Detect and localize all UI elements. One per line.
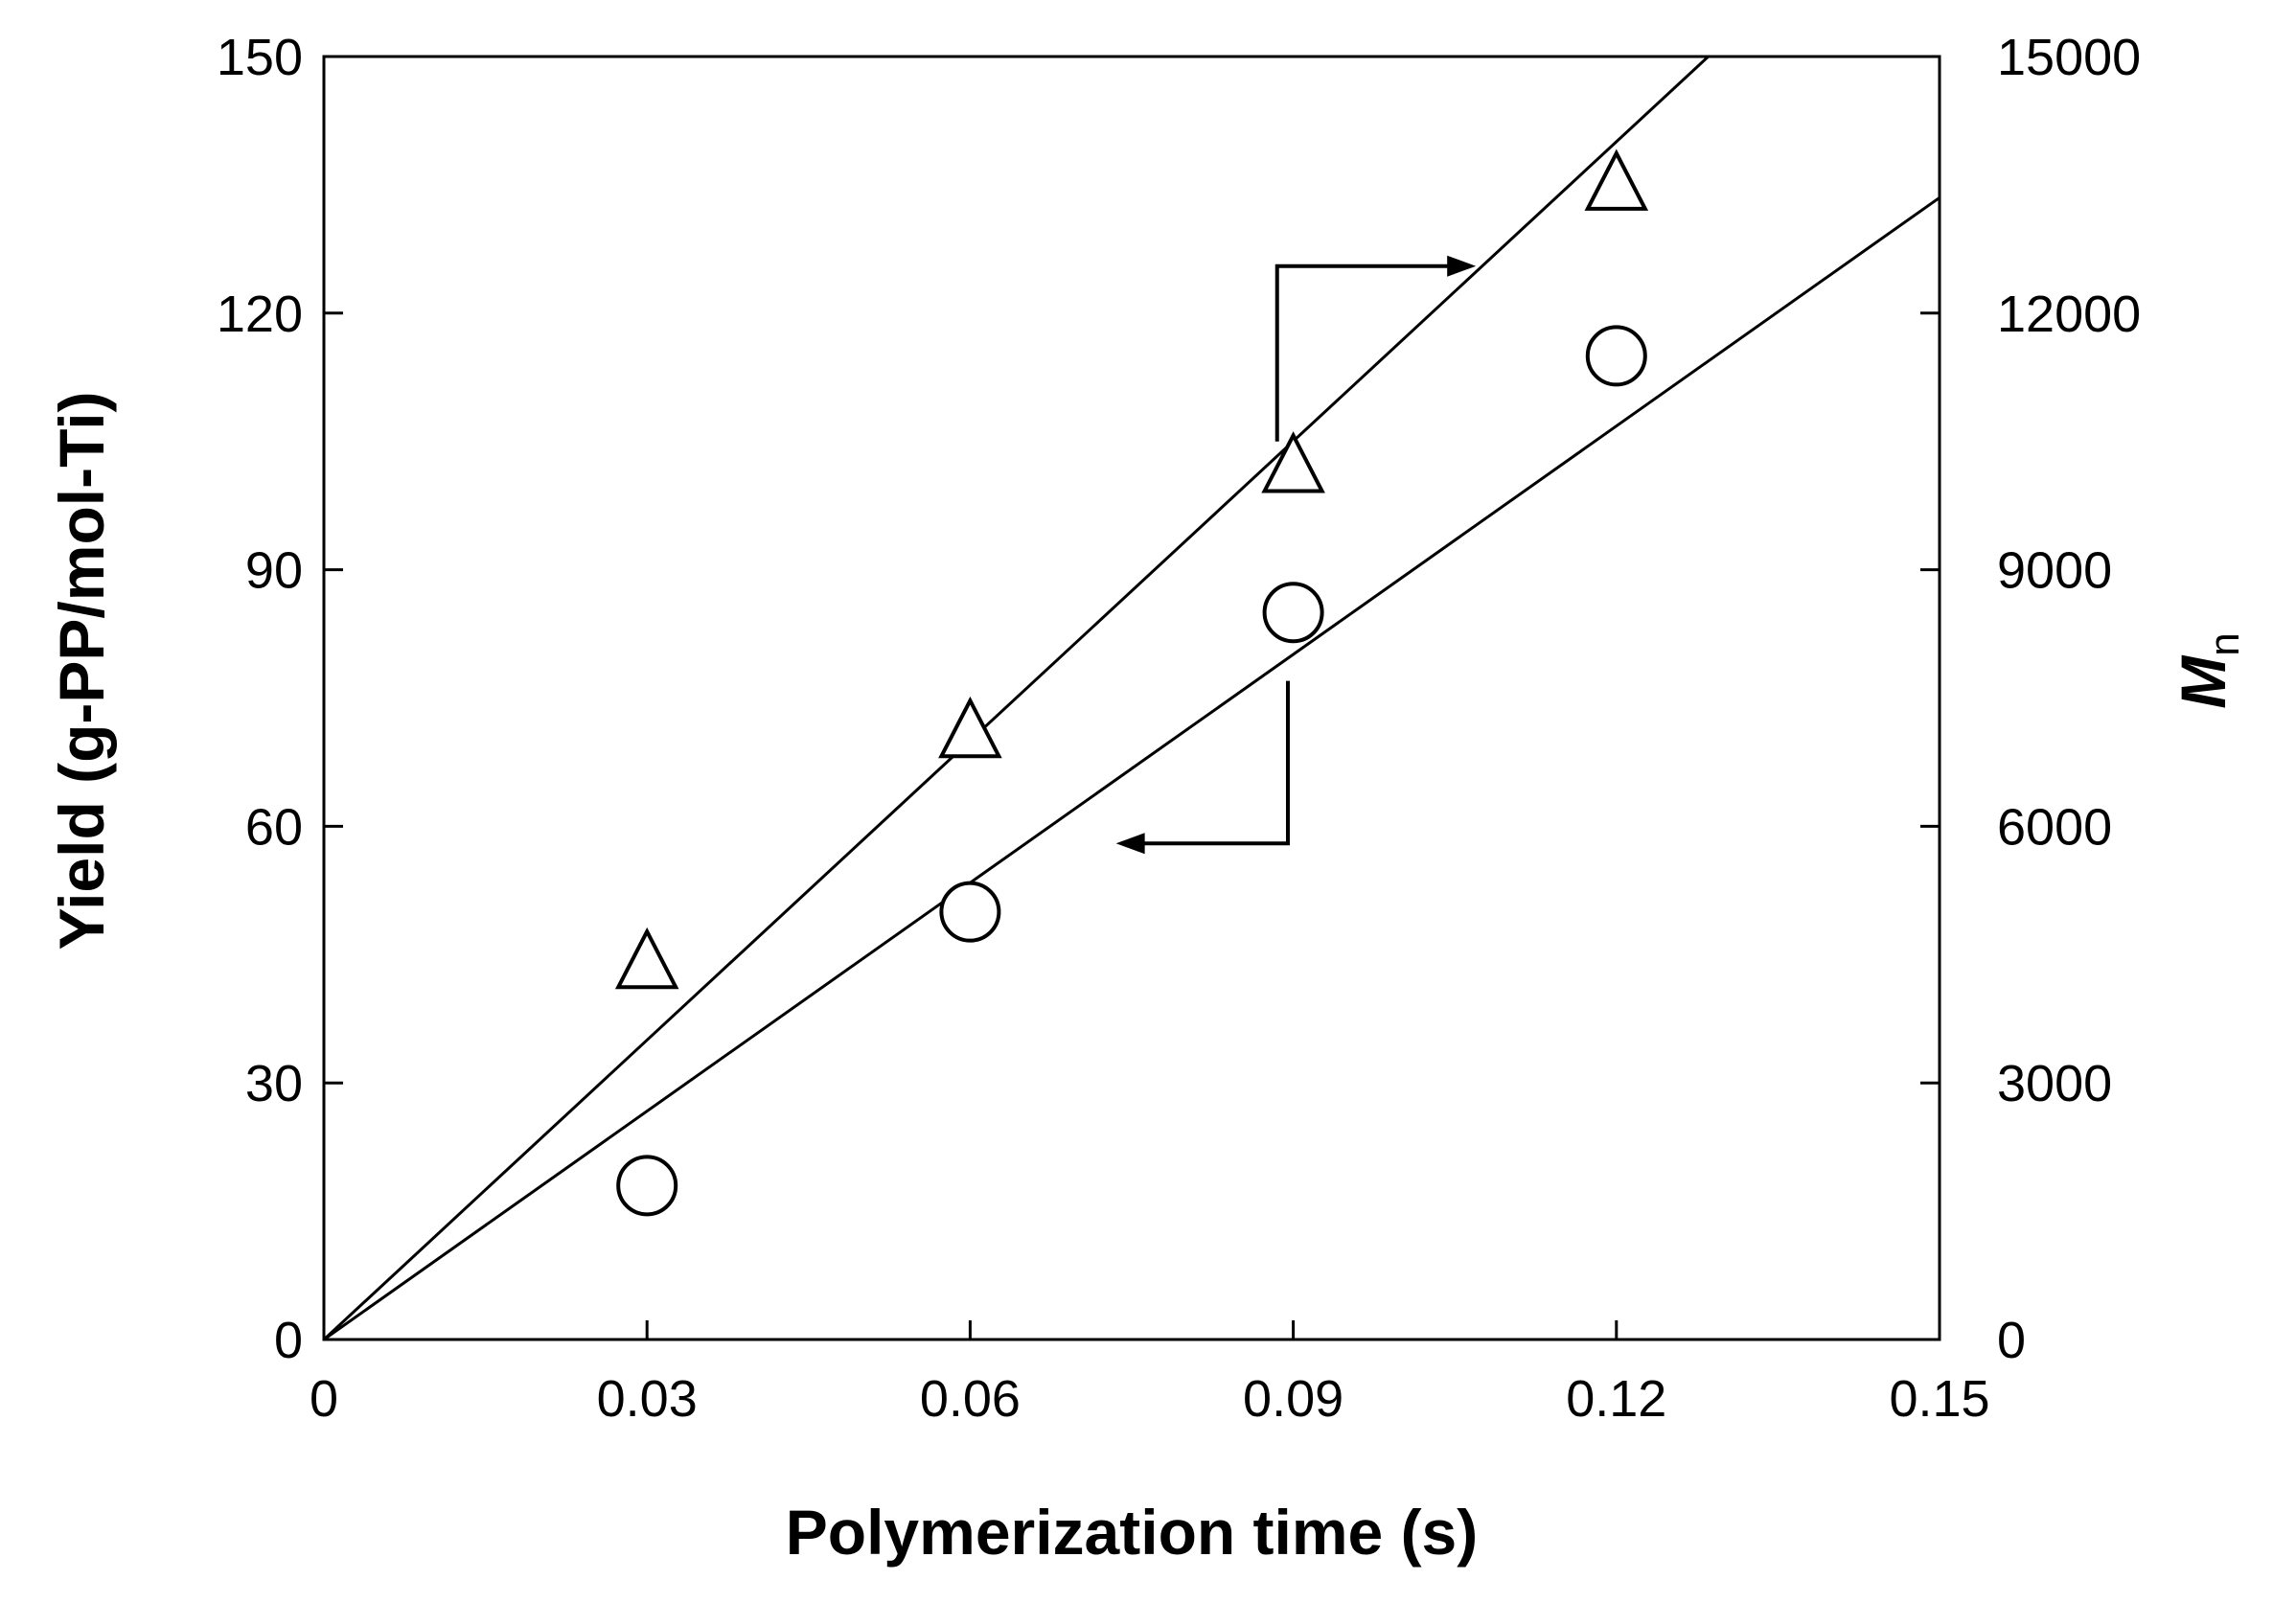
fit-line-circle [324,196,1940,1340]
x-tick-label: 0 [310,1370,338,1428]
x-tick-label: 0.03 [597,1370,698,1428]
data-point-circle [939,881,1001,943]
x-tick-label: 0.15 [1889,1370,1989,1428]
x-axis-title: Polymerization time (s) [786,1497,1479,1568]
plot-area [322,55,1941,1341]
y-tick-label: 30 [245,1055,303,1112]
data-point-triangle [938,696,1002,759]
axis-indicators [1115,255,1477,855]
y-tick-label: 120 [217,286,303,343]
data-point-circle [616,1155,678,1217]
y2-axis-title: Mn [2168,632,2248,708]
y2-tick-label: 3000 [1997,1055,2112,1112]
y2-axis-title-main: M [2168,654,2239,709]
y-tick-label: 90 [245,542,303,600]
data-point-circle [1585,325,1647,387]
y2-tick-label: 12000 [1997,286,2141,343]
left-axis-indicator-line [1137,680,1290,846]
data-point-triangle [1261,431,1325,493]
data-point-circle [1262,582,1324,644]
axis-ticks: 0 0.03 0.06 0.09 0.12 0.150306090120150030006… [217,29,2141,1428]
fit-line-triangle [324,57,1711,1340]
y-tick-label: 150 [217,29,303,86]
data-point-triangle [1584,149,1649,211]
left-axis-indicator-arrowhead [1115,833,1145,855]
y-tick-label: 0 [274,1312,303,1369]
y2-tick-label: 9000 [1997,542,2112,600]
y2-tick-label: 6000 [1997,798,2112,856]
y-axis-title: Yield (g-PP/mol-Ti) [46,391,117,950]
x-tick-label: 0.09 [1243,1370,1343,1428]
x-tick-label: 0.06 [920,1370,1021,1428]
y-tick-label: 60 [245,798,303,856]
right-axis-indicator-arrowhead [1447,255,1477,277]
y2-tick-label: 0 [1997,1312,2026,1369]
data-markers [614,149,1649,1217]
y2-tick-label: 15000 [1997,29,2141,86]
y2-axis-title-subscript: n [2201,632,2248,655]
right-axis-indicator-line [1274,263,1456,442]
x-tick-label: 0.12 [1566,1370,1666,1428]
plot-frame [322,55,1941,1341]
data-point-triangle [614,927,679,990]
fit-lines [324,57,1940,1340]
